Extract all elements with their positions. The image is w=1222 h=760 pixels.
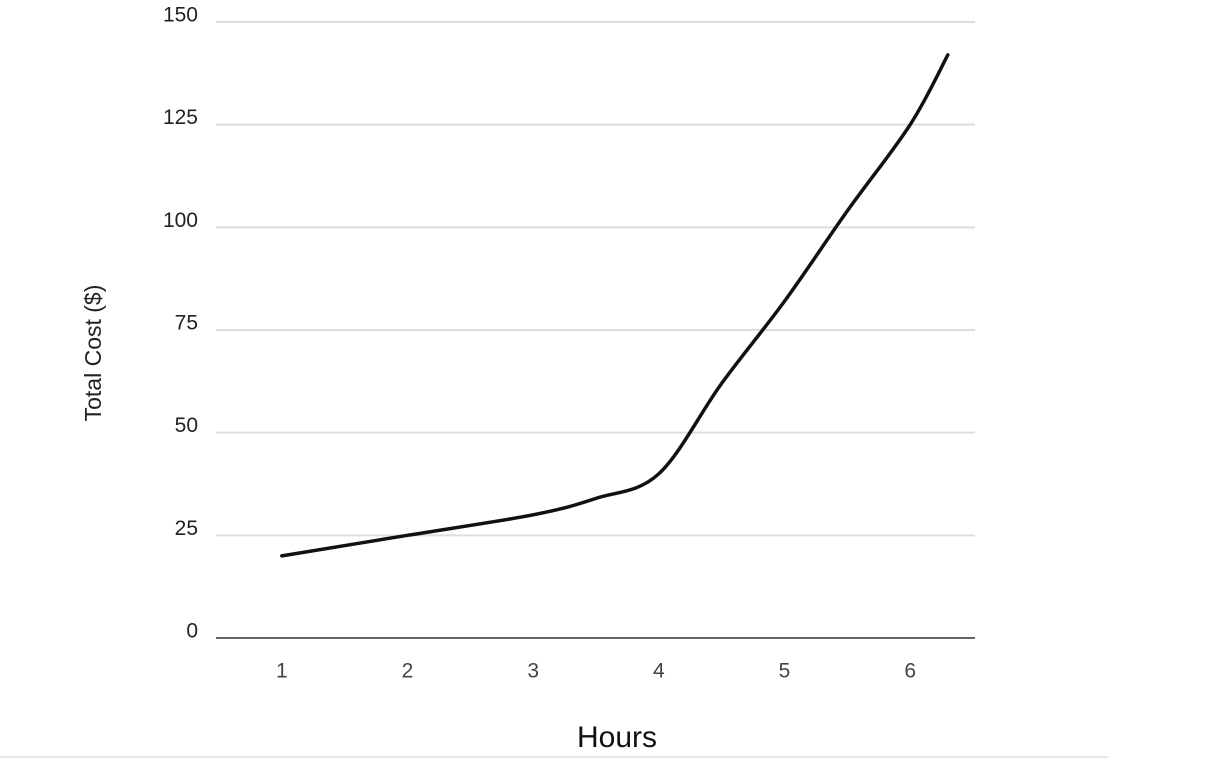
data-line [280,53,950,558]
y-tick-label: 25 [175,517,198,540]
x-axis-title: Hours [577,721,657,754]
x-tick-label: 1 [276,660,288,683]
x-tick-label: 4 [653,660,665,683]
y-tick-label: 150 [163,4,198,27]
x-tick-label: 6 [904,660,916,683]
y-tick-label: 100 [163,209,198,232]
x-tick-label: 3 [527,660,539,683]
y-tick-label: 0 [186,620,198,643]
x-tick-label: 2 [402,660,414,683]
y-tick-label: 75 [175,312,198,335]
y-axis-title: Total Cost ($) [80,285,106,422]
y-tick-label: 50 [175,414,198,437]
x-tick-label: 5 [779,660,791,683]
y-tick-label: 125 [163,106,198,129]
